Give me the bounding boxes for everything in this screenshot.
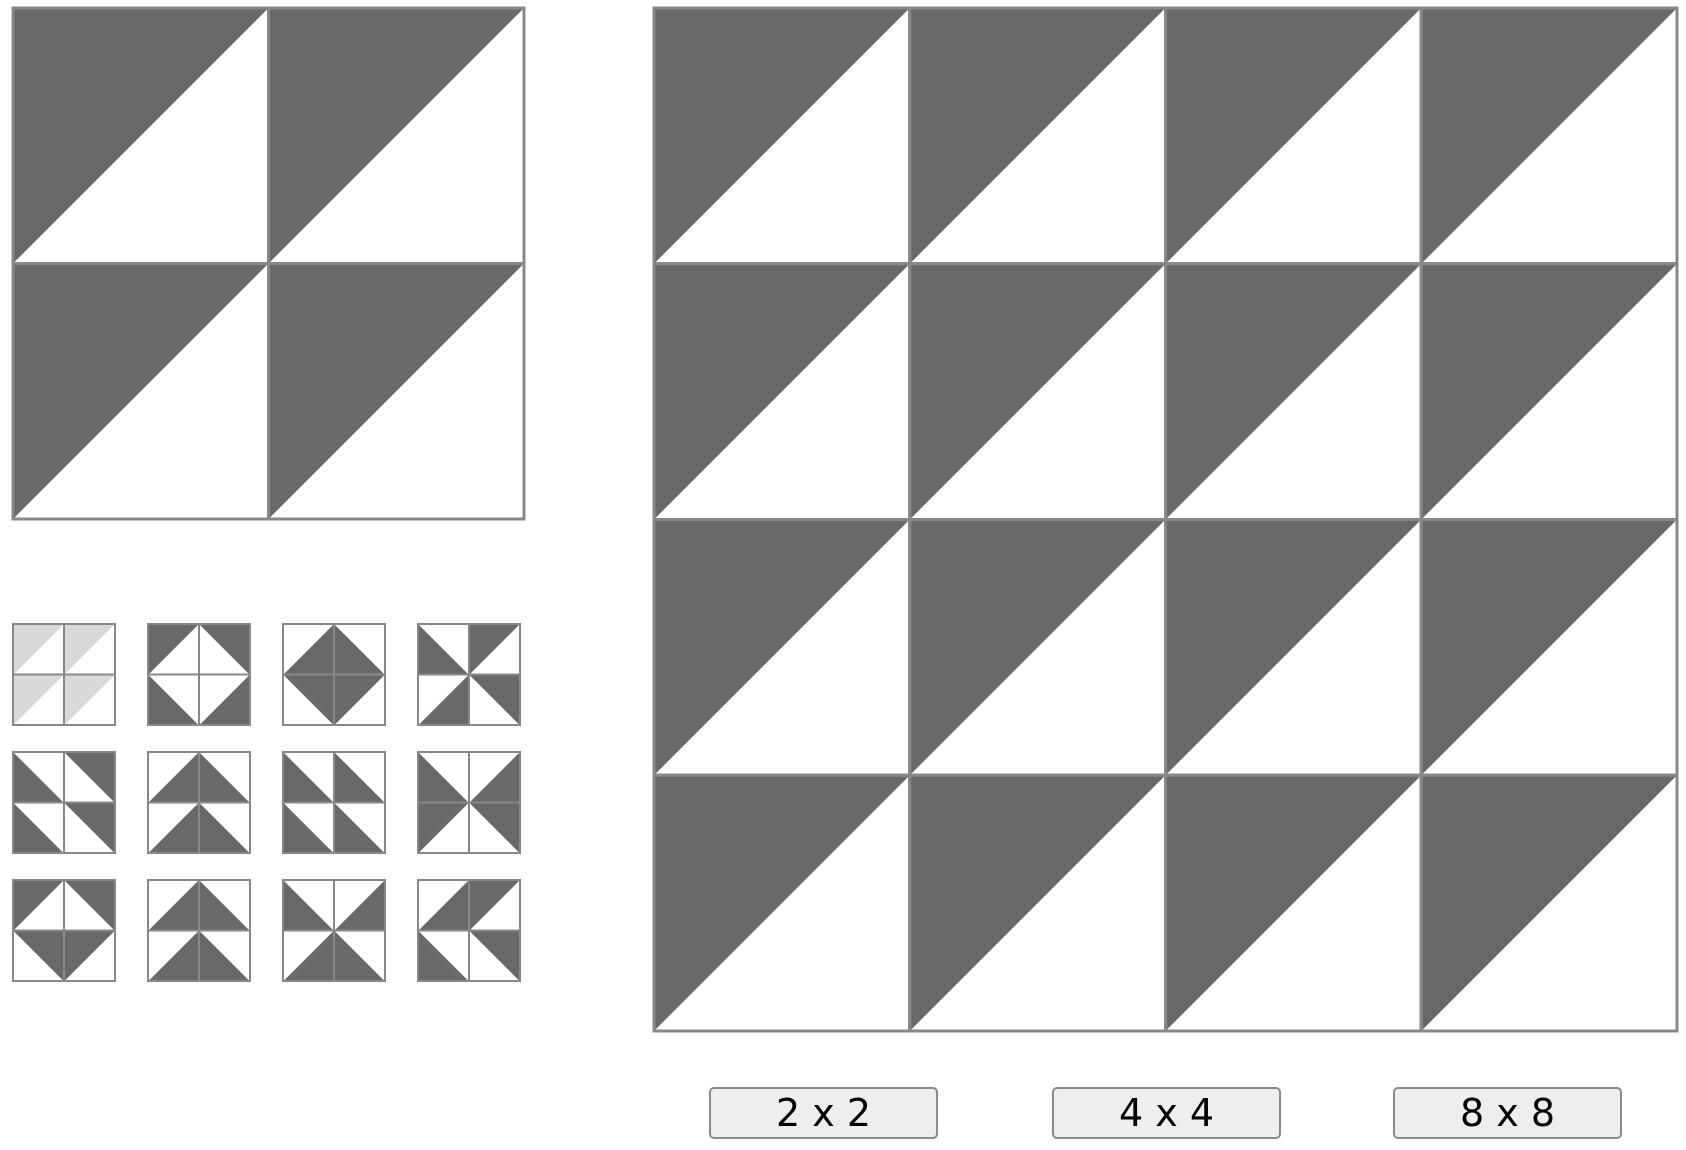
tile[interactable] [283,931,334,982]
tile[interactable] [469,624,520,675]
tile[interactable] [418,880,469,931]
size-4x4-button[interactable]: 4 x 4 [1052,1087,1281,1139]
tile[interactable] [334,752,385,803]
tile[interactable] [269,8,525,264]
tile[interactable] [64,624,115,675]
tile[interactable] [13,624,64,675]
tile[interactable] [654,520,910,776]
tile[interactable] [283,675,334,726]
tile[interactable] [64,880,115,931]
tile[interactable] [13,752,64,803]
tile[interactable] [199,752,250,803]
current-block-grid[interactable] [13,8,524,519]
tile[interactable] [418,675,469,726]
tile[interactable] [199,803,250,854]
pattern-option-11[interactable] [283,880,385,981]
tile[interactable] [13,803,64,854]
tile[interactable] [469,803,520,854]
tile[interactable] [64,931,115,982]
tile[interactable] [1421,8,1677,264]
tile[interactable] [910,264,1166,520]
tile[interactable] [418,931,469,982]
tile[interactable] [13,931,64,982]
tile[interactable] [1421,264,1677,520]
tile[interactable] [1166,775,1422,1031]
tile[interactable] [283,803,334,854]
tile[interactable] [199,880,250,931]
pattern-option-5[interactable] [13,752,115,853]
tile[interactable] [199,624,250,675]
pattern-option-10[interactable] [148,880,250,981]
pattern-option-12[interactable] [418,880,520,981]
tile[interactable] [13,880,64,931]
tile[interactable] [148,931,199,982]
tile[interactable] [469,752,520,803]
tile[interactable] [910,8,1166,264]
tile[interactable] [469,931,520,982]
tile[interactable] [269,264,525,520]
tile[interactable] [334,624,385,675]
tile[interactable] [13,8,269,264]
tile[interactable] [64,675,115,726]
pattern-option-9[interactable] [13,880,115,981]
tile[interactable] [148,752,199,803]
size-8x8-button[interactable]: 8 x 8 [1393,1087,1622,1139]
size-2x2-button[interactable]: 2 x 2 [709,1087,938,1139]
tile[interactable] [910,775,1166,1031]
pattern-option-8[interactable] [418,752,520,853]
tile[interactable] [13,675,64,726]
tile[interactable] [148,803,199,854]
tile[interactable] [654,264,910,520]
tile[interactable] [148,624,199,675]
tile[interactable] [64,752,115,803]
tile[interactable] [910,520,1166,776]
tile[interactable] [418,624,469,675]
pattern-option-4[interactable] [418,624,520,725]
pattern-option-7[interactable] [283,752,385,853]
pattern-option-6[interactable] [148,752,250,853]
tile[interactable] [418,803,469,854]
pattern-option-1[interactable] [13,624,115,725]
tile[interactable] [654,775,910,1031]
tile[interactable] [199,931,250,982]
tile[interactable] [1166,264,1422,520]
tile[interactable] [334,803,385,854]
tile[interactable] [1421,520,1677,776]
tile[interactable] [654,8,910,264]
tile[interactable] [283,880,334,931]
tile[interactable] [334,931,385,982]
tile[interactable] [334,880,385,931]
tile[interactable] [13,264,269,520]
tile[interactable] [64,803,115,854]
tile[interactable] [283,752,334,803]
tile[interactable] [283,624,334,675]
tile[interactable] [148,675,199,726]
tile[interactable] [469,880,520,931]
pattern-option-3[interactable] [283,624,385,725]
tile[interactable] [199,675,250,726]
tile[interactable] [1166,520,1422,776]
tile[interactable] [1166,8,1422,264]
quilt-grid[interactable] [654,8,1677,1031]
tile[interactable] [334,675,385,726]
tile[interactable] [418,752,469,803]
tile[interactable] [1421,775,1677,1031]
tile[interactable] [148,880,199,931]
pattern-option-2[interactable] [148,624,250,725]
tile[interactable] [469,675,520,726]
